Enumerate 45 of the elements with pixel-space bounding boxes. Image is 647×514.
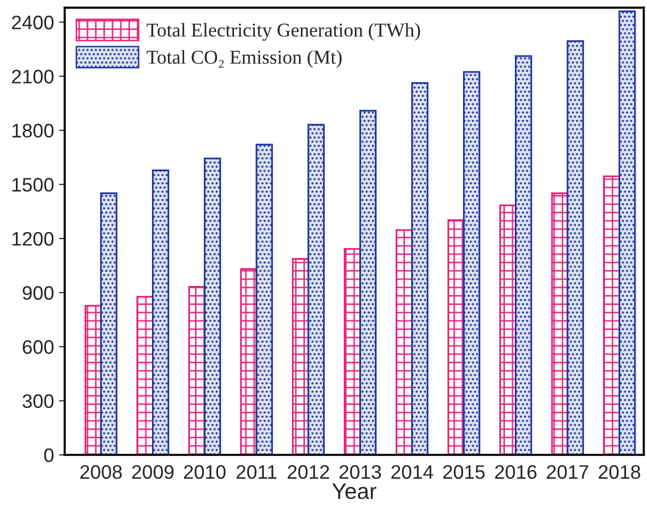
x-tick-label: 2015	[443, 465, 485, 479]
bar	[603, 175, 620, 455]
y-tick-label: 1500	[12, 178, 54, 192]
x-tick-label: 2013	[340, 465, 381, 479]
bar	[396, 229, 413, 455]
bar	[514, 55, 532, 455]
legend-label: Total CO₂ Emission (Mt)	[146, 50, 342, 68]
x-tick-label: 2018	[598, 465, 640, 479]
bar	[136, 296, 154, 455]
legend-label: Total Electricity Generation (TWh)	[146, 22, 420, 41]
bar	[100, 192, 118, 455]
x-tick-label: 2012	[288, 465, 330, 479]
y-tick-label: 300	[22, 394, 54, 408]
bar	[84, 304, 102, 455]
bar	[204, 158, 222, 455]
bar	[344, 248, 362, 455]
bar	[447, 219, 465, 455]
bar	[463, 71, 480, 455]
bar	[411, 82, 428, 455]
x-tick-label: 2016	[495, 465, 536, 479]
bar	[240, 268, 258, 455]
x-tick-label: 2008	[80, 465, 122, 479]
x-tick-label: 2014	[391, 465, 434, 479]
bar	[152, 170, 170, 455]
x-tick-label: 2017	[546, 465, 588, 479]
y-tick-label: 900	[22, 286, 54, 300]
bar	[566, 40, 584, 455]
bar	[188, 286, 206, 455]
x-axis-title: Year	[332, 484, 376, 500]
x-tick-label: 2011	[236, 465, 276, 479]
y-tick-label: 2100	[12, 70, 54, 84]
y-tick-label: 1200	[12, 232, 54, 246]
bar	[308, 124, 325, 455]
bar	[618, 10, 636, 455]
bar	[499, 204, 517, 455]
bar	[292, 258, 310, 455]
bar	[256, 144, 273, 455]
bar	[359, 110, 377, 455]
y-tick-label: 2400	[12, 16, 54, 30]
y-tick-label: 600	[22, 340, 54, 354]
bar	[551, 192, 568, 455]
y-tick-label: 0	[44, 448, 54, 462]
y-tick-label: 1800	[12, 124, 54, 138]
x-tick-label: 2010	[184, 465, 226, 479]
x-tick-label: 2009	[132, 465, 174, 479]
